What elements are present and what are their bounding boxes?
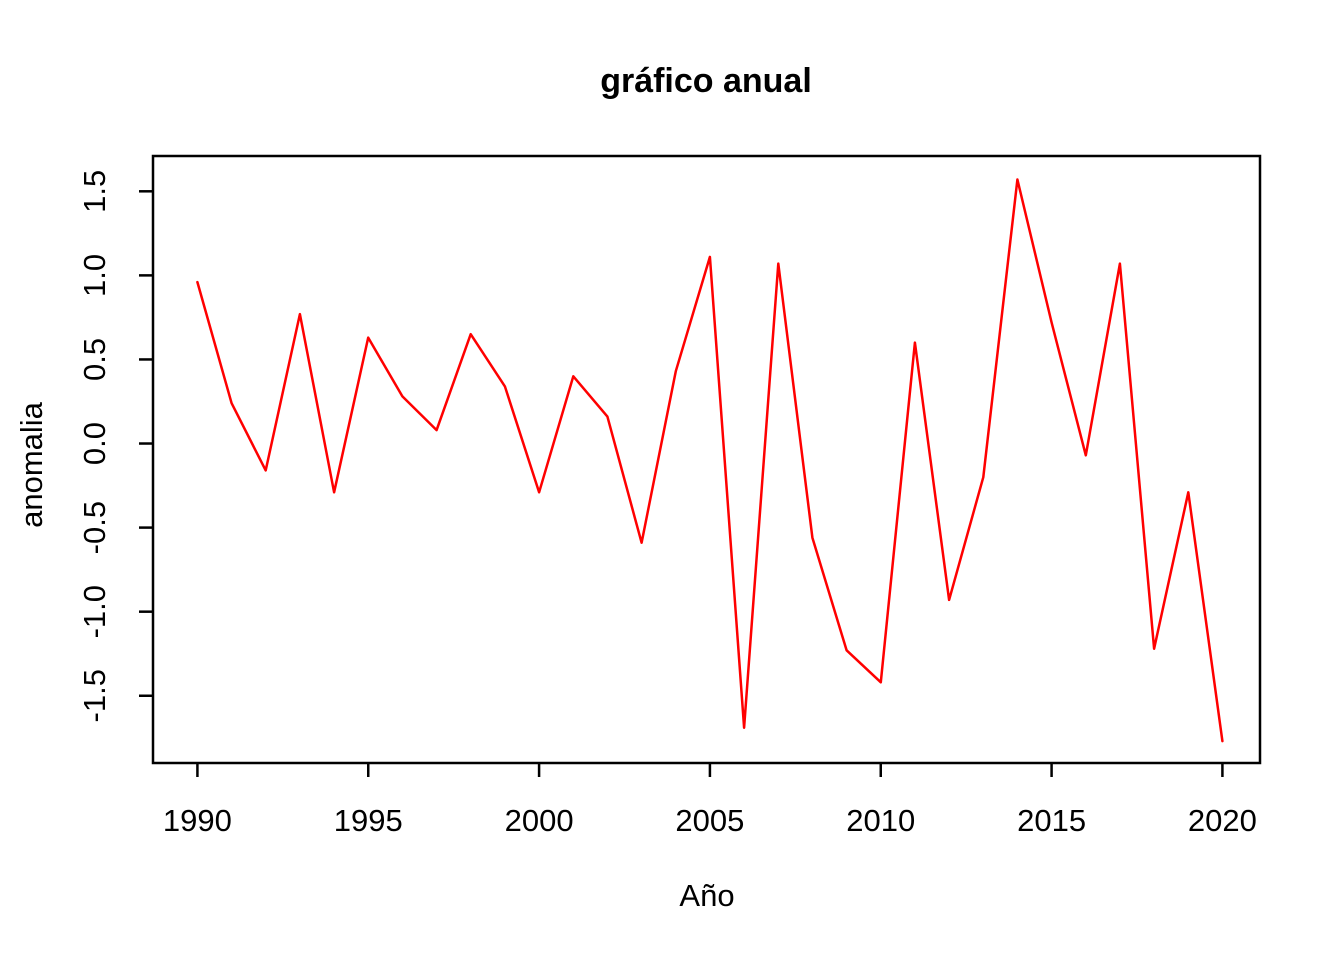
y-tick-label: 1.5 [77, 170, 112, 213]
x-tick-label: 1990 [163, 803, 232, 838]
axes-layer: 1990 1995 2000 2005 2010 2015 2020 -1.5 -1.0 -0.5… [77, 154, 1262, 838]
anomaly-data-line [196, 178, 1224, 743]
y-tick-label: -1.5 [77, 669, 112, 722]
y-tick-label: 0.0 [77, 422, 112, 465]
y-tick-label: 0.5 [77, 338, 112, 381]
y-tick-label: 1.0 [77, 254, 112, 297]
x-tick-label: 2005 [675, 803, 744, 838]
x-tick-label: 2000 [505, 803, 574, 838]
series-layer [196, 178, 1224, 743]
x-tick-label: 2020 [1188, 803, 1257, 838]
y-tick-label: -1.0 [77, 585, 112, 638]
x-tick-label: 2010 [846, 803, 915, 838]
x-tick-label: 1995 [334, 803, 403, 838]
x-axis-title: Año [679, 878, 734, 913]
y-axis-title: anomalia [14, 401, 49, 528]
chart-title: gráfico anual [600, 62, 812, 100]
x-tick-label: 2015 [1017, 803, 1086, 838]
plot-box [151, 154, 1262, 765]
y-tick-label: -0.5 [77, 501, 112, 554]
